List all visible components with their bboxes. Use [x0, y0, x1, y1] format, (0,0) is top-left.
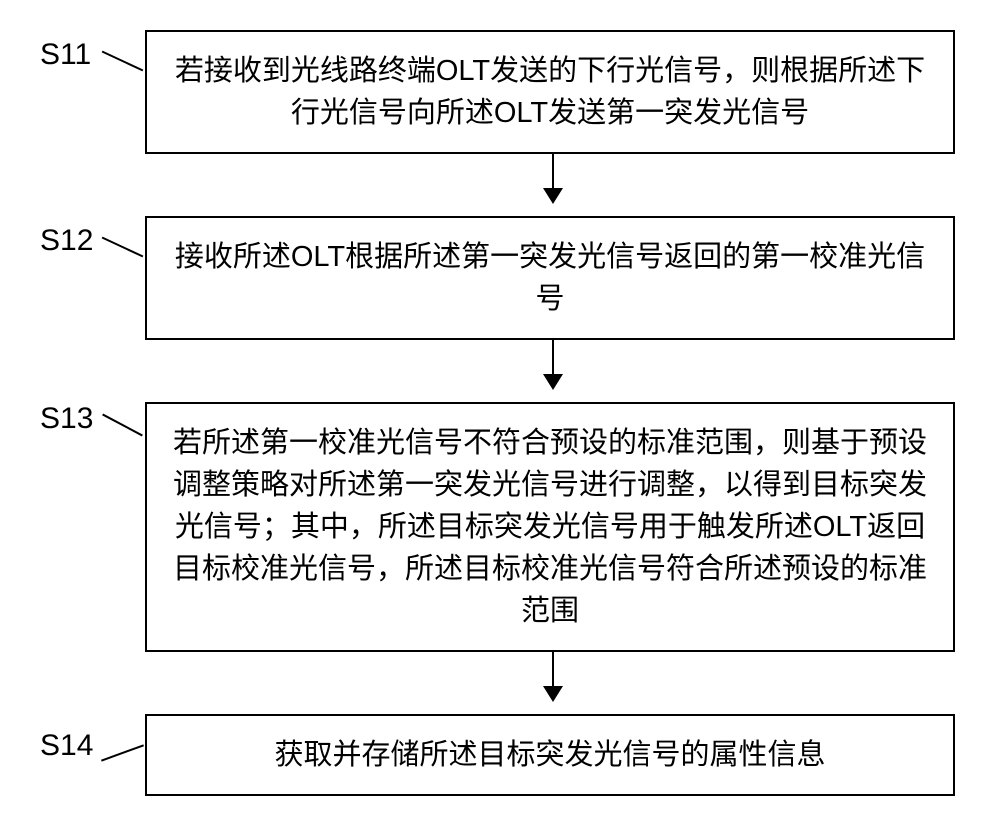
- step-box-s14: 获取并存储所述目标突发光信号的属性信息: [145, 714, 955, 796]
- step-row-s14: S14 获取并存储所述目标突发光信号的属性信息: [40, 714, 960, 796]
- arrow-s11-s12: [148, 154, 958, 216]
- step-box-s13: 若所述第一校准光信号不符合预设的标准范围，则基于预设调整策略对所述第一突发光信号…: [145, 402, 955, 652]
- step-row-s13: S13 若所述第一校准光信号不符合预设的标准范围，则基于预设调整策略对所述第一突…: [40, 402, 960, 652]
- step-row-s12: S12 接收所述OLT根据所述第一突发光信号返回的第一校准光信号: [40, 216, 960, 340]
- step-label-s14: S14: [40, 729, 125, 763]
- arrow-s12-s13: [148, 340, 958, 402]
- step-box-s11: 若接收到光线路终端OLT发送的下行光信号，则根据所述下行光信号向所述OLT发送第…: [145, 30, 955, 154]
- step-text-s13: 若所述第一校准光信号不符合预设的标准范围，则基于预设调整策略对所述第一突发光信号…: [172, 422, 928, 632]
- arrow-icon: [552, 154, 554, 202]
- step-text-s11: 若接收到光线路终端OLT发送的下行光信号，则根据所述下行光信号向所述OLT发送第…: [172, 50, 928, 134]
- arrow-icon: [552, 652, 554, 700]
- arrow-s13-s14: [148, 652, 958, 714]
- step-text-s12: 接收所述OLT根据所述第一突发光信号返回的第一校准光信号: [172, 236, 928, 320]
- flowchart-container: S11 若接收到光线路终端OLT发送的下行光信号，则根据所述下行光信号向所述OL…: [40, 30, 960, 796]
- step-box-s12: 接收所述OLT根据所述第一突发光信号返回的第一校准光信号: [145, 216, 955, 340]
- step-row-s11: S11 若接收到光线路终端OLT发送的下行光信号，则根据所述下行光信号向所述OL…: [40, 30, 960, 154]
- arrow-icon: [552, 340, 554, 388]
- step-text-s14: 获取并存储所述目标突发光信号的属性信息: [274, 734, 825, 776]
